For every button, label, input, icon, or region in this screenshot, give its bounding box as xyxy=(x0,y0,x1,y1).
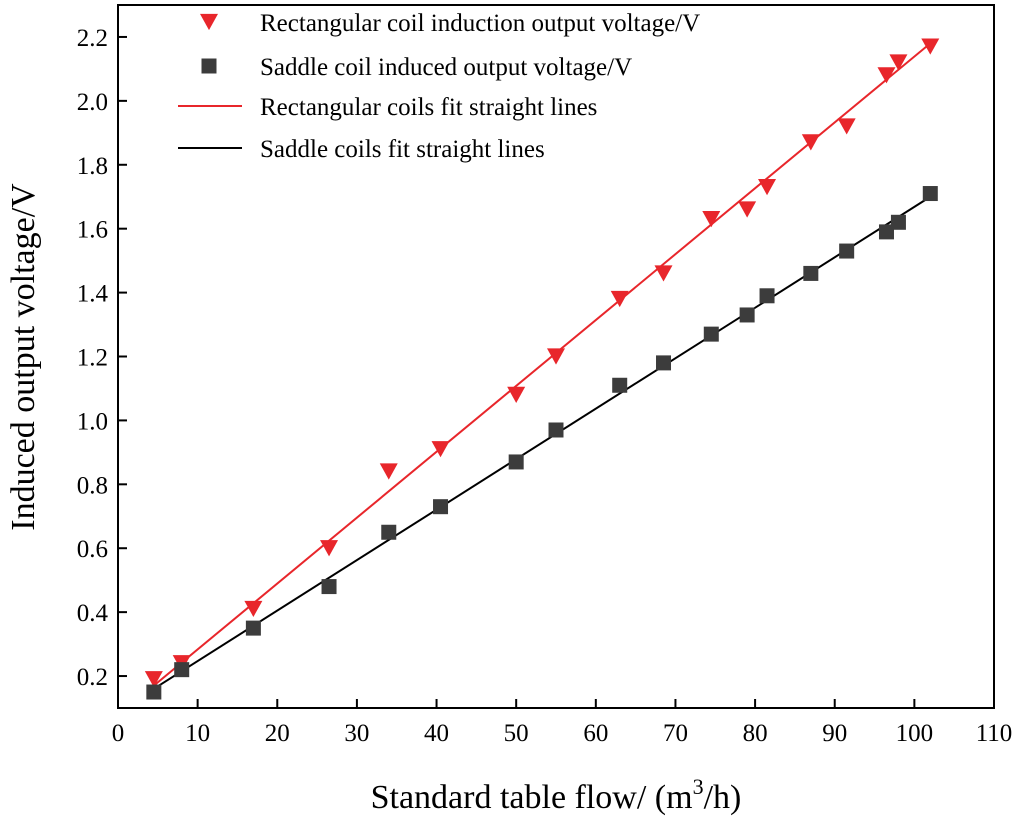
saddle-data-point xyxy=(922,186,938,202)
y-axis-title: Induced output voltage/V xyxy=(5,183,42,531)
data-markers xyxy=(144,38,940,700)
rectangular-data-point xyxy=(889,54,908,71)
legend-label: Saddle coils fit straight lines xyxy=(260,136,545,163)
rectangular-data-point xyxy=(801,134,820,151)
fit-lines xyxy=(153,42,931,690)
x-tick-label: 60 xyxy=(583,720,608,747)
rectangular-data-point xyxy=(547,348,565,365)
saddle-data-point xyxy=(839,243,855,259)
x-tick-label: 30 xyxy=(344,720,369,747)
saddle-data-point xyxy=(878,224,894,240)
legend-label: Rectangular coils fit straight lines xyxy=(260,94,597,121)
saddle-data-point xyxy=(548,422,564,438)
x-tick-label: 110 xyxy=(976,720,1013,747)
x-axis-title: Standard table flow/ (m3/h) xyxy=(371,774,742,816)
saddle-data-point xyxy=(508,454,524,470)
legend-label: Saddle coil induced output voltage/V xyxy=(260,54,632,81)
saddle-data-point xyxy=(759,288,775,304)
rectangular-data-point xyxy=(144,671,163,688)
x-tick-label: 100 xyxy=(896,720,934,747)
saddle-data-point xyxy=(381,524,397,540)
rectangular-data-point xyxy=(507,386,526,403)
legend-label: Rectangular coil induction output voltag… xyxy=(260,10,700,37)
rectangular-data-point xyxy=(837,118,856,135)
rectangular-data-point xyxy=(431,441,450,458)
rectangular-data-point xyxy=(320,540,339,557)
legend-item: Saddle coils fit straight lines xyxy=(178,136,545,163)
x-axis: 0 10 20 30 40 50 60 70 80 90 100 110 xyxy=(112,699,1013,747)
y-tick-label: 1.4 xyxy=(77,281,109,308)
legend-item: Rectangular coil induction output voltag… xyxy=(200,10,700,37)
saddle-data-point xyxy=(321,579,337,595)
rectangular-data-point xyxy=(738,201,757,218)
rectangular-data-point xyxy=(610,290,629,308)
y-tick-label: 2.2 xyxy=(77,25,108,52)
saddle-data-point xyxy=(433,499,449,515)
rectangular-data-point xyxy=(921,38,940,55)
rectangular-data-point xyxy=(877,67,896,84)
saddle-data-point xyxy=(174,662,190,678)
legend-symbol-square xyxy=(201,58,217,74)
x-tick-label: 90 xyxy=(822,720,847,747)
rectangular-data-point xyxy=(379,463,398,480)
x-tick-label: 20 xyxy=(265,720,290,747)
saddle-data-point xyxy=(890,214,906,230)
rectangular-data-point xyxy=(654,265,673,282)
rectangular-data-point xyxy=(758,179,777,196)
saddle-data-point xyxy=(146,684,162,700)
saddle-data-point xyxy=(739,307,755,323)
y-tick-label: 1.0 xyxy=(77,408,108,435)
x-tick-label: 10 xyxy=(185,720,210,747)
legend-item: Saddle coil induced output voltage/V xyxy=(201,54,632,81)
x-tick-label: 70 xyxy=(663,720,688,747)
x-tick-label: 80 xyxy=(743,720,768,747)
x-tick-label: 50 xyxy=(504,720,529,747)
rectangular-data-point xyxy=(702,210,721,228)
y-tick-label: 1.2 xyxy=(77,345,108,372)
rectangular-data-point xyxy=(244,600,263,618)
rectangular-fit-line xyxy=(153,42,931,687)
x-tick-label: 40 xyxy=(424,720,449,747)
y-tick-label: 1.8 xyxy=(77,153,108,180)
x-tick-label: 0 xyxy=(112,720,125,747)
y-tick-label: 0.6 xyxy=(77,536,108,563)
legend-item: Rectangular coils fit straight lines xyxy=(178,94,597,121)
y-tick-label: 0.2 xyxy=(77,664,108,691)
saddle-data-point xyxy=(612,377,628,393)
legend: Rectangular coil induction output voltag… xyxy=(178,10,700,163)
y-axis: 0.2 0.4 0.6 0.8 1.0 1.2 1.4 1.6 1.8 2.0 2.2 xyxy=(77,25,127,691)
y-tick-label: 0.8 xyxy=(77,472,108,499)
legend-symbol-triangle xyxy=(200,13,218,31)
y-tick-label: 0.4 xyxy=(77,600,109,627)
saddle-data-point xyxy=(656,355,672,371)
y-tick-label: 2.0 xyxy=(77,89,108,116)
saddle-fit-line xyxy=(153,195,931,690)
saddle-data-point xyxy=(803,265,819,281)
saddle-data-point xyxy=(245,620,261,636)
y-tick-label: 1.6 xyxy=(77,217,108,244)
saddle-data-point xyxy=(703,326,719,342)
